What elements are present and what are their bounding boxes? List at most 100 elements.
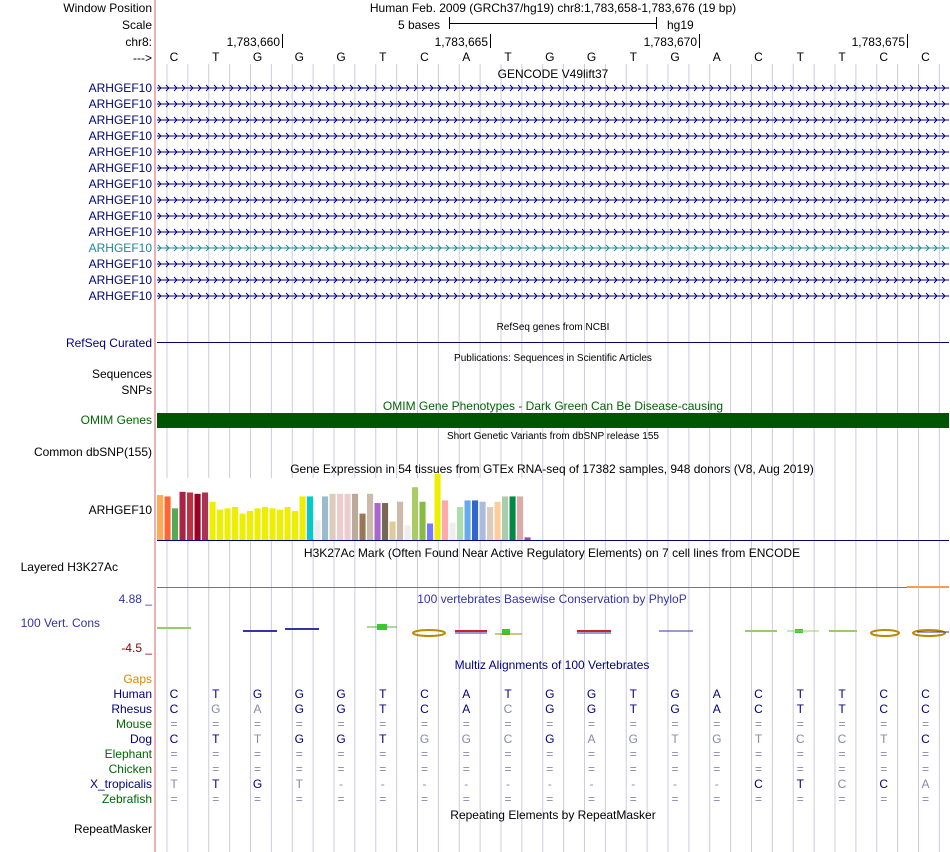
alignment-base: = bbox=[504, 747, 512, 761]
alignment-base: - bbox=[714, 777, 719, 791]
alignment-base: = bbox=[754, 792, 762, 806]
gencode-gene-line[interactable] bbox=[157, 98, 949, 110]
h3k27ac-title[interactable]: H3K27Ac Mark (Often Found Near Active Re… bbox=[303, 546, 801, 560]
h3k27ac-label[interactable]: Layered H3K27Ac bbox=[20, 560, 118, 574]
gencode-gene-label[interactable]: ARHGEF10 bbox=[88, 273, 152, 287]
gencode-gene-label[interactable]: ARHGEF10 bbox=[88, 209, 152, 223]
gencode-gene-label[interactable]: ARHGEF10 bbox=[88, 193, 152, 207]
base-letter: A bbox=[712, 50, 721, 64]
phylop-signal[interactable] bbox=[157, 620, 949, 644]
gtex-tissue-bar bbox=[322, 496, 329, 540]
species-label[interactable]: Chicken bbox=[108, 762, 152, 776]
publications-snps-label[interactable]: SNPs bbox=[121, 383, 152, 397]
gencode-gene-line[interactable] bbox=[157, 146, 949, 158]
alignment-base: G bbox=[712, 732, 722, 746]
gencode-gene-label[interactable]: ARHGEF10 bbox=[88, 177, 152, 191]
gencode-gene-line[interactable] bbox=[157, 178, 949, 190]
alignment-base: G bbox=[545, 702, 555, 716]
publications-title[interactable]: Publications: Sequences in Scientific Ar… bbox=[454, 353, 652, 364]
species-label[interactable]: Rhesus bbox=[111, 702, 152, 716]
gencode-gene-label[interactable]: ARHGEF10 bbox=[88, 257, 152, 271]
gtex-title[interactable]: Gene Expression in 54 tissues from GTEx … bbox=[290, 462, 814, 476]
alignment-base: = bbox=[170, 792, 178, 806]
omim-label[interactable]: OMIM Genes bbox=[80, 413, 152, 427]
species-label[interactable]: Human bbox=[113, 687, 152, 701]
multiz-title[interactable]: Multiz Alignments of 100 Vertebrates bbox=[454, 658, 650, 672]
dbsnp-title[interactable]: Short Genetic Variants from dbSNP releas… bbox=[447, 431, 659, 442]
omim-gene-bar[interactable] bbox=[157, 413, 949, 428]
gencode-gene-line[interactable] bbox=[157, 274, 949, 286]
species-label[interactable]: Zebrafish bbox=[101, 792, 152, 806]
repeatmasker-title[interactable]: Repeating Elements by RepeatMasker bbox=[450, 808, 656, 822]
alignment-base: = bbox=[212, 747, 220, 761]
alignment-base: C bbox=[420, 687, 429, 701]
base-letter: G bbox=[670, 50, 680, 64]
gencode-gene-line[interactable] bbox=[157, 290, 949, 302]
alignment-base: = bbox=[546, 762, 554, 776]
base-letter: T bbox=[629, 50, 637, 64]
alignment-base: C bbox=[754, 687, 763, 701]
gtex-bar-chart[interactable] bbox=[157, 474, 537, 542]
gencode-gene-line[interactable] bbox=[157, 258, 949, 270]
species-label[interactable]: Elephant bbox=[104, 747, 152, 761]
alignment-base: = bbox=[838, 762, 846, 776]
refseq-label[interactable]: RefSeq Curated bbox=[65, 336, 152, 350]
base-letter: C bbox=[754, 50, 763, 64]
gtex-tissue-bar bbox=[224, 508, 231, 540]
gaps-label: Gaps bbox=[123, 672, 152, 686]
gencode-title[interactable]: GENCODE V49lift37 bbox=[497, 67, 609, 81]
gencode-gene-label[interactable]: ARHGEF10 bbox=[88, 161, 152, 175]
species-label[interactable]: Dog bbox=[129, 732, 152, 746]
gencode-gene-label[interactable]: ARHGEF10 bbox=[88, 97, 152, 111]
alignment-base: T bbox=[880, 732, 888, 746]
alignment-base: = bbox=[754, 747, 762, 761]
alignment-base: A bbox=[712, 702, 721, 716]
gencode-gene-label[interactable]: ARHGEF10 bbox=[88, 113, 152, 127]
alignment-base: = bbox=[546, 747, 554, 761]
alignment-base: T bbox=[379, 687, 387, 701]
alignment-base: = bbox=[504, 762, 512, 776]
gencode-gene-line[interactable] bbox=[157, 226, 949, 238]
alignment-base: = bbox=[462, 747, 470, 761]
gencode-gene-label[interactable]: ARHGEF10 bbox=[88, 81, 152, 95]
publications-sequences-label[interactable]: Sequences bbox=[91, 367, 152, 381]
alignment-base: T bbox=[629, 702, 637, 716]
alignment-base: = bbox=[212, 792, 220, 806]
gencode-gene-line[interactable] bbox=[157, 130, 949, 142]
gencode-gene-line[interactable] bbox=[157, 82, 949, 94]
alignment-base: A bbox=[587, 732, 596, 746]
species-label[interactable]: Mouse bbox=[115, 717, 152, 731]
alignment-base: T bbox=[295, 777, 303, 791]
gtex-tissue-bar bbox=[269, 508, 276, 540]
alignment-base: = bbox=[796, 792, 804, 806]
alignment-base: C bbox=[795, 732, 805, 746]
omim-title[interactable]: OMIM Gene Phenotypes - Dark Green Can Be… bbox=[382, 399, 724, 413]
phylop-title[interactable]: 100 vertebrates Basewise Conservation by… bbox=[417, 592, 687, 606]
alignment-base: = bbox=[379, 747, 387, 761]
base-letter: G bbox=[545, 50, 555, 64]
gencode-gene-line[interactable] bbox=[157, 162, 949, 174]
alignment-base: = bbox=[838, 792, 846, 806]
gencode-gene-line[interactable] bbox=[157, 242, 949, 254]
alignment-base: - bbox=[631, 777, 636, 791]
gencode-gene-line[interactable] bbox=[157, 114, 949, 126]
species-label[interactable]: X_tropicalis bbox=[89, 777, 152, 791]
gencode-gene-label[interactable]: ARHGEF10 bbox=[88, 225, 152, 239]
refseq-line[interactable] bbox=[157, 342, 949, 343]
gtex-label[interactable]: ARHGEF10 bbox=[88, 503, 152, 517]
dbsnp-label[interactable]: Common dbSNP(155) bbox=[33, 445, 152, 459]
gencode-gene-line[interactable] bbox=[157, 194, 949, 206]
alignment-base: G bbox=[586, 687, 597, 701]
repeatmasker-label[interactable]: RepeatMasker bbox=[73, 822, 152, 836]
alignment-base: G bbox=[586, 702, 597, 716]
window-position-title[interactable]: Human Feb. 2009 (GRCh37/hg19) chr8:1,783… bbox=[369, 1, 737, 15]
phylop-label[interactable]: 100 Vert. Cons bbox=[20, 616, 100, 630]
alignment-base: - bbox=[339, 777, 343, 791]
gencode-gene-label[interactable]: ARHGEF10 bbox=[88, 241, 152, 255]
gencode-gene-label[interactable]: ARHGEF10 bbox=[88, 145, 152, 159]
refseq-title[interactable]: RefSeq genes from NCBI bbox=[496, 322, 610, 333]
gencode-gene-label[interactable]: ARHGEF10 bbox=[88, 129, 152, 143]
gencode-gene-line[interactable] bbox=[157, 210, 949, 222]
h3k27ac-signal[interactable] bbox=[907, 586, 949, 588]
gencode-gene-label[interactable]: ARHGEF10 bbox=[88, 289, 152, 303]
